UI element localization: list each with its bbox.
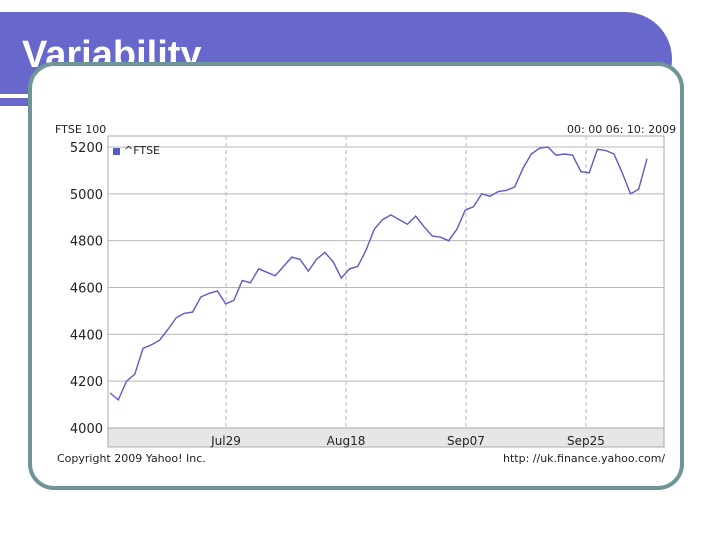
y-tick-label: 4600 <box>70 282 103 297</box>
legend-layer: ^FTSE <box>113 144 160 157</box>
legend-label: ^FTSE <box>124 144 160 157</box>
x-axis-band <box>107 427 665 448</box>
y-tick-label: 5200 <box>70 141 103 156</box>
axis-layer: 4000 4200 4400 4600 4800 5000 5200 Jul29 Aug18 Se… <box>70 141 605 448</box>
chart-header-left: FTSE 100 <box>55 123 107 136</box>
series-layer <box>109 146 648 402</box>
y-tick-label: 4000 <box>70 422 103 437</box>
grid-layer <box>107 135 665 448</box>
plot-border <box>107 135 665 448</box>
chart-footer-left: Copyright 2009 Yahoo! Inc. <box>57 452 206 465</box>
x-tick-label: Jul29 <box>210 434 241 448</box>
series-line-ftse <box>109 146 648 402</box>
legend-swatch <box>113 148 120 155</box>
y-tick-label: 4400 <box>70 328 103 343</box>
chart-header-right: 00: 00 06: 10: 2009 <box>567 123 677 136</box>
x-tick-label: Aug18 <box>327 434 366 448</box>
chart-footer-right: http: //uk.finance.yahoo.com/ <box>503 452 666 465</box>
x-tick-label: Sep07 <box>447 434 485 448</box>
content-frame <box>28 62 684 490</box>
y-tick-label: 4200 <box>70 375 103 390</box>
x-tick-label: Sep25 <box>567 434 605 448</box>
y-tick-label: 4800 <box>70 235 103 250</box>
y-tick-label: 5000 <box>70 188 103 203</box>
